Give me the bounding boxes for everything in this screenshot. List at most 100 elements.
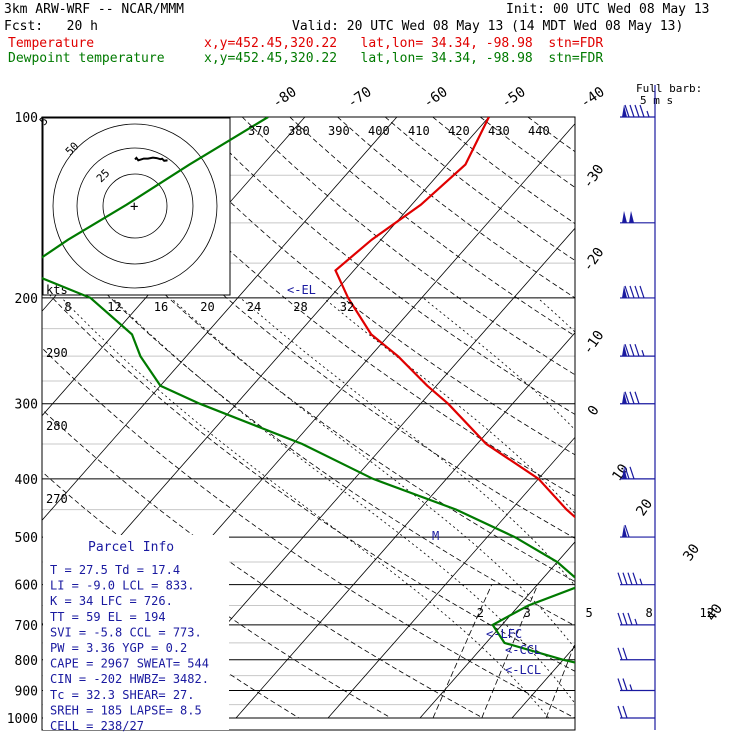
barb-flag (629, 466, 635, 480)
profiles (42, 117, 575, 664)
barb-flag (627, 572, 633, 585)
isotherm-label: 20 (633, 496, 656, 519)
level-annotation: <-CCL (505, 643, 541, 657)
theta-label: 430 (488, 124, 510, 138)
dry-adiabat (337, 117, 575, 299)
isotherm-label: -80 (270, 84, 300, 112)
parcel-row: PW = 3.36 YGP = 0.2 (50, 641, 187, 655)
barb-flag (624, 104, 630, 118)
mixing-ratio-line (432, 584, 493, 719)
dry-adiabat (432, 117, 575, 225)
isotherm (42, 117, 398, 521)
barb-flag (632, 572, 638, 585)
init-time: Init: 00 UTC Wed 08 May 13 (506, 2, 710, 17)
isotherm (419, 541, 575, 719)
isotherm-label: -40 (578, 84, 608, 112)
barb-flag (617, 612, 623, 626)
speed-label: 8 (64, 300, 71, 314)
barb-flag (634, 343, 640, 357)
barb-flag (624, 285, 630, 299)
speed-label: 16 (154, 300, 168, 314)
wind-barb (620, 210, 655, 224)
mixing-ratio-label: 3 (524, 606, 531, 620)
barb-flag (622, 678, 628, 691)
isotherm (511, 645, 575, 719)
dry-adiabat (671, 117, 740, 718)
barb-pennant (622, 210, 627, 223)
speed-label: 12 (107, 300, 121, 314)
parcel-row: SREH = 185 LAPSE= 8.5 (50, 703, 202, 717)
dewpoint-legend: Dewpoint temperature (8, 51, 165, 66)
wind-barb (620, 466, 655, 480)
barb-flag (629, 391, 635, 404)
barb-flag (634, 391, 640, 404)
level-annotation: M (432, 529, 439, 543)
valid-time: Valid: 20 UTC Wed 08 May 13 (14 MDT Wed … (292, 19, 684, 34)
parcel-info-box: Parcel Info T = 27.5 Td = 17.4 LI = -9.0 L… (43, 535, 229, 733)
isotherm-label: 30 (680, 541, 703, 564)
isotherm (696, 117, 740, 718)
parcel-row: CELL = 238/27 (50, 719, 144, 733)
theta-label-low: 270 (46, 492, 68, 506)
isotherm-label: 10 (609, 461, 632, 484)
theta-label: 440 (528, 124, 550, 138)
dewpoint-profile (42, 117, 575, 664)
moist-adiabat (240, 297, 575, 587)
wind-barb (617, 678, 655, 692)
dewpoint-location: x,y=452.45,320.22 lat,lon= 34.34, -98.98… (204, 51, 604, 66)
level-annotation: <-LFC (486, 627, 522, 641)
wind-barb (620, 391, 655, 405)
barb-half-flag (629, 684, 633, 691)
dry-adiabat (99, 117, 575, 497)
hodograph-ring (102, 173, 168, 239)
barb-flag (624, 343, 630, 357)
moist-adiabat (61, 297, 550, 719)
dry-adiabat (42, 225, 575, 627)
speed-label: 24 (247, 300, 261, 314)
hodograph-ring (52, 123, 218, 289)
barb-pennant (622, 525, 627, 538)
barb-pennant (629, 210, 634, 223)
barb-flag (639, 104, 645, 118)
speed-label: 28 (293, 300, 307, 314)
barb-pennant (622, 466, 627, 479)
speed-label: 20 (200, 300, 214, 314)
pressure-label: 800 (15, 654, 38, 669)
hodograph-ring (76, 147, 194, 265)
isotherm (604, 117, 740, 718)
barb-half-flag (634, 618, 638, 626)
mixing-ratio-label: 12 (700, 606, 714, 620)
parcel-row: TT = 59 EL = 194 (50, 610, 166, 624)
wind-barb (617, 572, 655, 586)
barb-pennant (622, 105, 627, 117)
mixing-ratio-line (545, 642, 575, 719)
isotherm-label: 40 (703, 601, 726, 624)
mixing-ratio-line (481, 584, 539, 719)
barb-flag (629, 343, 635, 357)
hodograph-center: + (130, 199, 138, 215)
barb-flag (624, 524, 630, 538)
isotherm-label: -70 (345, 84, 375, 112)
parcel-row: LI = -9.0 LCL = 833. (50, 579, 195, 593)
parcel-row: K = 34 LFC = 726. (50, 594, 173, 608)
barb-flag (622, 705, 628, 719)
isotherm-label: -30 (580, 162, 608, 192)
barb-half-flag (646, 110, 650, 118)
temperature-profile (334, 117, 575, 519)
mixing-ratio-line (665, 585, 711, 718)
barb-flag (617, 678, 623, 691)
barb-flag (634, 285, 640, 299)
wind-barbs: Full barb:5 m s (617, 82, 702, 730)
mixing-ratio-label: 5 (586, 606, 593, 620)
dry-adiabat (42, 286, 575, 672)
barb-pennant (622, 391, 627, 404)
dry-adiabat (527, 117, 575, 153)
mixing-ratio-label: 8 (645, 606, 652, 620)
theta-label: 410 (408, 124, 430, 138)
pressure-label: 900 (15, 684, 38, 699)
parcel-row: T = 27.5 Td = 17.4 (50, 563, 180, 577)
moist-adiabat (422, 297, 575, 431)
wind-barb (617, 647, 655, 661)
dry-adiabat (576, 117, 740, 718)
